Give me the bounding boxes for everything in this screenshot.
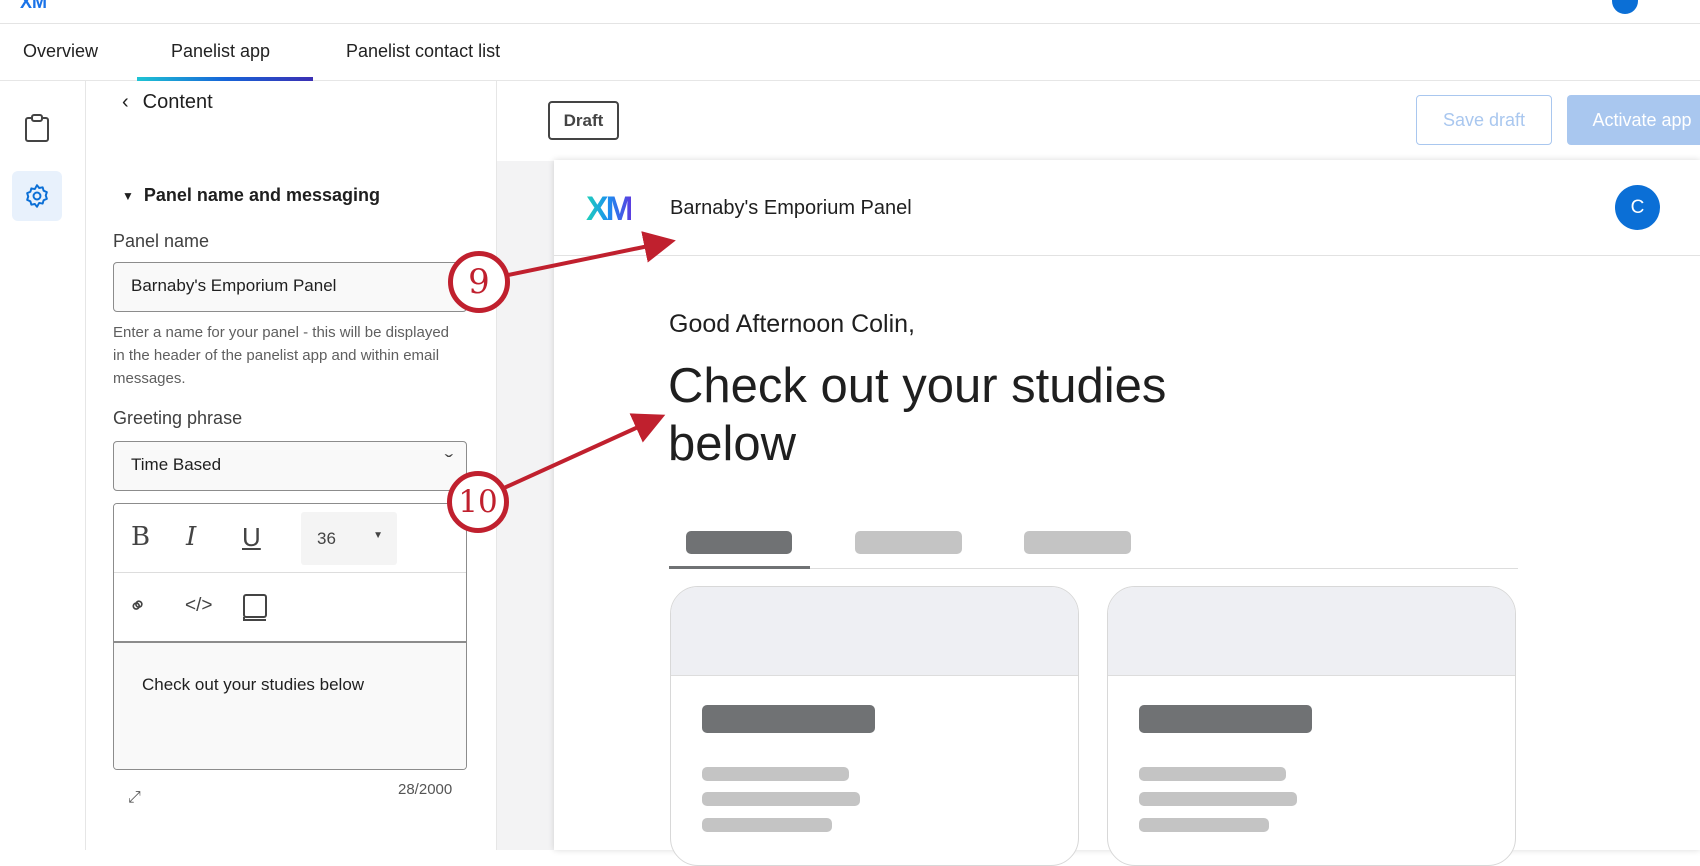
panel-name-label: Panel name [113,231,210,251]
bold-button[interactable]: B [131,522,151,552]
panel-name-value: Barnaby's Emporium Panel [131,276,337,295]
xm-logo-icon: XM [20,0,47,12]
settings-sidebar: ‹ Content ▼ Panel name and messaging Pan… [86,81,497,850]
active-tab-indicator [137,77,313,81]
tab-panelist-contact-list[interactable]: Panelist contact list [346,41,501,61]
rich-text-editor: B I U 36 ▼ ⚭ </> Check out your studies b… [113,503,467,770]
underline-button[interactable]: U [242,522,261,552]
link-icon[interactable]: ⚭ [123,590,153,622]
preview-header: XM Barnaby's Emporium Panel C [554,160,1700,256]
chevron-down-icon: ˇ [444,452,454,472]
preview-tab-placeholder [1024,531,1131,554]
greeting-label: Greeting phrase [113,408,243,428]
study-card-placeholder [670,586,1079,866]
preview-avatar[interactable]: C [1615,185,1660,230]
global-header: XM [0,0,1700,24]
xm-logo: XM [586,190,634,228]
font-size-select[interactable]: 36 ▼ [301,512,397,565]
back-label: Content [142,91,213,113]
section-title: Panel name and messaging [143,185,380,205]
italic-button[interactable]: I [186,522,197,552]
tab-divider [669,568,1518,569]
font-size-value: 36 [317,529,336,548]
preview-tab-placeholder [855,531,962,554]
tab-panelist-app[interactable]: Panelist app [171,41,271,61]
preview-tab-placeholder [686,531,792,554]
preview-toolbar: Draft Save draft Activate app [497,81,1700,161]
editor-text: Check out your studies below [142,675,365,694]
back-to-content[interactable]: ‹ Content [122,91,213,114]
tab-overview[interactable]: Overview [23,41,99,61]
panel-name-help: Enter a name for your panel - this will … [113,324,450,387]
code-icon[interactable]: </> [185,595,213,616]
annotation-marker-10: 10 [447,471,509,533]
preview-panel-name: Barnaby's Emporium Panel [670,197,912,219]
greeting-select[interactable]: Time Based ˇ [113,441,467,491]
activate-app-button[interactable]: Activate app [1567,95,1700,145]
clipboard-icon[interactable] [24,113,50,143]
chevron-left-icon: ‹ [122,91,129,113]
user-avatar[interactable] [1612,0,1638,14]
caret-down-icon: ▼ [373,530,383,541]
preview-headline: Check out your studies below [668,359,1167,471]
panel-name-input[interactable]: Barnaby's Emporium Panel [113,262,467,312]
preview-greeting: Good Afternoon Colin, [669,310,915,338]
tab-bar: Overview Panelist app Panelist contact l… [0,24,1700,81]
greeting-value: Time Based [131,455,222,474]
annotation-marker-9: 9 [448,251,510,313]
active-preview-tab-indicator [669,566,810,569]
section-toggle[interactable]: ▼ Panel name and messaging [122,185,380,206]
study-card-placeholder [1107,586,1516,866]
gear-icon [26,184,48,208]
expand-icon[interactable]: ⤢ [128,789,141,806]
save-draft-button[interactable]: Save draft [1416,95,1552,145]
char-count: 28/2000 [398,781,453,798]
settings-button[interactable] [12,171,62,221]
icon-rail [0,81,86,850]
status-badge: Draft [548,101,619,140]
book-icon[interactable] [242,593,268,623]
caret-down-icon: ▼ [122,188,134,203]
editor-content[interactable]: Check out your studies below [114,643,466,769]
